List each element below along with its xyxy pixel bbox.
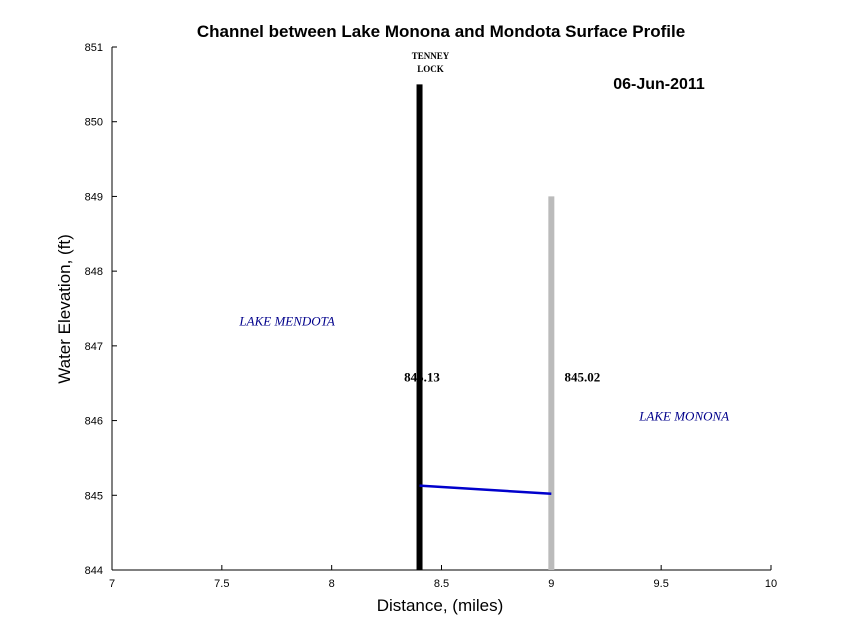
water-surface-line xyxy=(419,484,552,496)
y-tick-label: 846 xyxy=(85,416,103,428)
elevation-value-label: 845.13 xyxy=(404,370,440,385)
x-tick-label: 7 xyxy=(109,578,115,590)
annotations: LAKE MENDOTA LAKE MONONA 845.13 845.02 xyxy=(238,314,729,424)
lake-label: LAKE MONONA xyxy=(638,409,729,424)
x-tick-label: 7.5 xyxy=(214,578,229,590)
x-axis-label: Distance, (miles) xyxy=(377,596,504,615)
x-tick-label: 9.5 xyxy=(654,578,669,590)
x-tick-label: 10 xyxy=(765,578,777,590)
chart-title: Channel between Lake Monona and Mondota … xyxy=(197,22,685,41)
elevation-value-label: 845.02 xyxy=(565,370,601,385)
lock-label: TENNEY xyxy=(412,51,450,61)
y-axis-label: Water Elevation, (ft) xyxy=(55,234,74,384)
lake-label: LAKE MENDOTA xyxy=(238,314,335,329)
x-tick-label: 9 xyxy=(548,578,554,590)
x-tick-label: 8.5 xyxy=(434,578,449,590)
y-tick-label: 844 xyxy=(85,565,103,577)
date-label: 06-Jun-2011 xyxy=(613,76,705,93)
axes: 7 7.5 8 8.5 9 9.5 10 844 845 846 847 848 849 850 851 xyxy=(85,42,777,590)
y-tick-label: 845 xyxy=(85,490,103,502)
y-tick-label: 849 xyxy=(85,191,103,203)
y-tick-label: 848 xyxy=(85,266,103,278)
x-tick-label: 8 xyxy=(329,578,335,590)
series-lines xyxy=(419,484,552,496)
lock-label: LOCK xyxy=(417,64,444,74)
y-tick-label: 851 xyxy=(85,42,103,54)
y-tick-label: 847 xyxy=(85,341,103,353)
y-tick-label: 850 xyxy=(85,117,103,129)
lock-structures: TENNEY LOCK xyxy=(412,51,555,570)
